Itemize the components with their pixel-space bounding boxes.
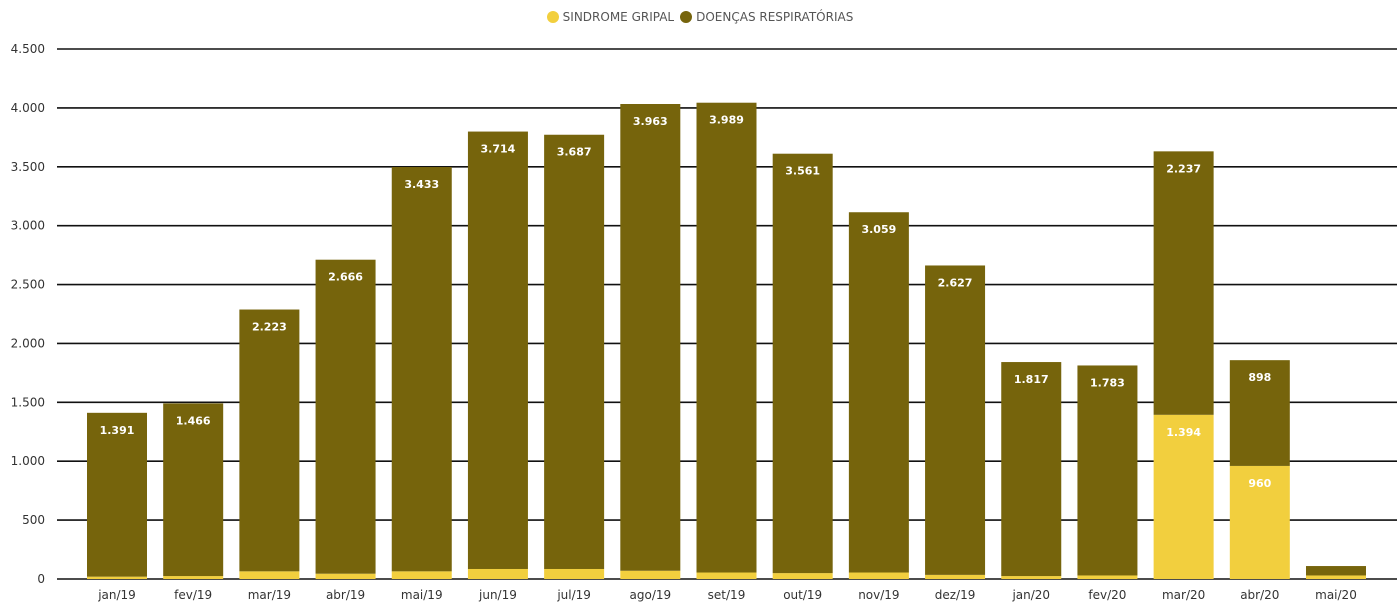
y-tick-label: 2.500 — [11, 278, 45, 292]
bar-sindrome-gripal — [1153, 414, 1214, 579]
data-label-doencas: 2.666 — [328, 271, 363, 284]
bar-sindrome-gripal — [315, 573, 376, 579]
x-tick-label: mai/19 — [401, 588, 443, 602]
bar-sindrome-gripal — [772, 573, 833, 579]
data-label-doencas: 2.223 — [252, 321, 287, 334]
bar-sindrome-gripal — [239, 571, 300, 579]
bar-sindrome-gripal — [620, 570, 681, 579]
x-tick-label: set/19 — [708, 588, 746, 602]
bar-sindrome-gripal — [1306, 575, 1366, 579]
legend-label-sindrome-gripal: SINDROME GRIPAL — [562, 10, 675, 24]
legend-item-sindrome-gripal: SINDROME GRIPAL — [546, 10, 675, 24]
bar-doencas-respiratorias — [1229, 360, 1290, 466]
bar-sindrome-gripal — [163, 576, 224, 579]
data-label-doencas: 1.817 — [1014, 373, 1049, 386]
bar-doencas-respiratorias — [544, 134, 605, 569]
legend-dot-sindrome-gripal — [546, 11, 559, 23]
bar-sindrome-gripal — [544, 568, 605, 579]
x-tick-label: fev/20 — [1088, 588, 1126, 602]
bar-sindrome-gripal — [1001, 576, 1062, 579]
y-tick-label: 500 — [22, 513, 45, 527]
bar-doencas-respiratorias — [620, 104, 681, 571]
data-label-sindrome: 1.394 — [1166, 426, 1201, 439]
data-label-doencas: 3.989 — [709, 114, 744, 127]
x-tick-label: jun/19 — [478, 588, 517, 602]
x-tick-label: jan/19 — [97, 588, 136, 602]
bar-sindrome-gripal — [391, 571, 452, 579]
bar-doencas-respiratorias — [1001, 362, 1062, 577]
legend: SINDROME GRIPAL DOENÇAS RESPIRATÓRIAS — [0, 10, 1400, 24]
bar-doencas-respiratorias — [467, 131, 528, 569]
x-tick-label: jan/20 — [1011, 588, 1050, 602]
data-label-doencas: 3.714 — [481, 143, 516, 156]
data-label-doencas: 1.466 — [176, 414, 211, 427]
bar-sindrome-gripal — [848, 572, 909, 579]
x-tick-label: abr/20 — [1240, 588, 1279, 602]
data-label-doencas: 1.783 — [1090, 376, 1125, 389]
data-label-doencas: 3.561 — [785, 165, 820, 178]
data-label-doencas: 1.391 — [100, 424, 135, 437]
y-tick-label: 1.500 — [11, 395, 45, 409]
bar-sindrome-gripal — [467, 568, 528, 579]
bar-doencas-respiratorias — [925, 265, 986, 575]
x-tick-label: nov/19 — [858, 588, 899, 602]
x-tick-label: abr/19 — [326, 588, 365, 602]
bar-sindrome-gripal — [925, 574, 986, 579]
data-label-sindrome: 960 — [1248, 477, 1271, 490]
x-tick-label: fev/19 — [174, 588, 212, 602]
y-tick-label: 3.000 — [11, 219, 45, 233]
bar-sindrome-gripal — [87, 576, 147, 579]
bar-doencas-respiratorias — [391, 167, 452, 572]
data-label-doencas: 3.687 — [557, 146, 592, 159]
bar-doencas-respiratorias — [87, 412, 147, 577]
x-tick-label: mar/20 — [1162, 588, 1205, 602]
y-tick-label: 4.000 — [11, 101, 45, 115]
data-label-doencas: 898 — [1248, 371, 1271, 384]
y-tick-label: 4.500 — [11, 42, 45, 56]
bar-doencas-respiratorias — [163, 403, 224, 577]
data-label-doencas: 2.237 — [1166, 162, 1201, 175]
bar-sindrome-gripal — [1077, 575, 1138, 579]
bar-sindrome-gripal — [696, 572, 757, 579]
bar-doencas-respiratorias — [696, 102, 757, 573]
x-tick-label: out/19 — [783, 588, 822, 602]
bar-sindrome-gripal — [1229, 465, 1290, 579]
y-tick-label: 2.000 — [11, 336, 45, 350]
x-tick-label: ago/19 — [630, 588, 672, 602]
x-tick-label: mai/20 — [1315, 588, 1357, 602]
y-tick-label: 3.500 — [11, 160, 45, 174]
legend-item-doencas-respiratorias: DOENÇAS RESPIRATÓRIAS — [680, 10, 853, 24]
data-label-doencas: 3.963 — [633, 115, 668, 128]
bar-doencas-respiratorias — [848, 212, 909, 573]
bar-doencas-respiratorias — [772, 153, 833, 574]
data-label-doencas: 2.627 — [938, 276, 973, 289]
data-label-doencas: 3.433 — [404, 178, 439, 191]
legend-label-doencas-respiratorias: DOENÇAS RESPIRATÓRIAS — [696, 10, 854, 24]
y-tick-label: 1.000 — [11, 454, 45, 468]
bar-doencas-respiratorias — [1077, 365, 1138, 576]
bar-doencas-respiratorias — [315, 259, 376, 574]
bar-doencas-respiratorias — [1306, 566, 1366, 576]
x-tick-label: dez/19 — [935, 588, 976, 602]
x-tick-label: mar/19 — [248, 588, 291, 602]
bar-doencas-respiratorias — [239, 309, 300, 572]
y-tick-label: 0 — [37, 572, 45, 586]
legend-dot-doencas-respiratorias — [680, 11, 693, 23]
data-label-doencas: 3.059 — [861, 223, 896, 236]
x-tick-label: jul/19 — [556, 588, 591, 602]
bar-doencas-respiratorias — [1153, 151, 1214, 415]
